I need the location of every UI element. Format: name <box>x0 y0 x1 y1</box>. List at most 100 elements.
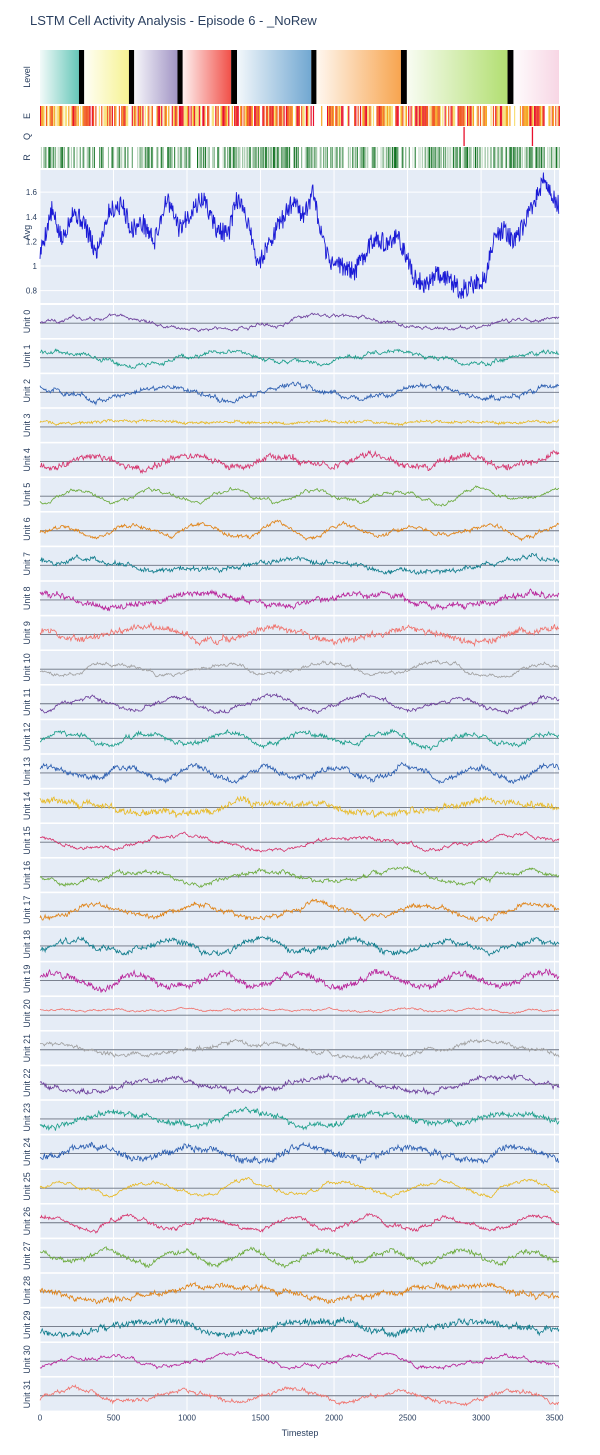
e-event-bar <box>461 106 463 126</box>
unit-panel-bg <box>40 1204 559 1238</box>
e-event-bar <box>125 106 128 126</box>
r-event-bar <box>124 147 126 168</box>
r-event-bar <box>116 147 118 168</box>
e-event-bar <box>88 106 90 126</box>
unit-line <box>39 1177 560 1199</box>
unit-panel-bg <box>40 824 559 857</box>
r-event-bar <box>57 147 59 168</box>
e-event-bar <box>199 106 202 126</box>
e-event-bar <box>423 106 425 126</box>
r-event-bar <box>101 147 103 168</box>
e-event-bar <box>179 106 182 126</box>
x-tick-label: 1500 <box>252 1414 270 1423</box>
r-event-bar <box>354 147 356 168</box>
e-event-bar <box>369 106 371 126</box>
r-event-bar <box>437 147 439 168</box>
e-event-bar <box>137 106 139 126</box>
r-event-bar <box>504 147 506 168</box>
e-event-bar <box>222 106 224 126</box>
r-event-bar <box>276 147 278 168</box>
level-separator <box>177 50 183 104</box>
e-event-bar <box>529 106 531 126</box>
unit-line <box>39 795 560 819</box>
e-event-bar <box>506 106 509 126</box>
e-event-bar <box>265 106 268 126</box>
r-event-bar <box>202 147 204 168</box>
r-event-bar <box>47 147 50 168</box>
x-tick-label: 0 <box>38 1414 43 1423</box>
r-event-bar <box>170 147 172 168</box>
r-event-bar <box>49 147 51 168</box>
level-separator <box>128 50 135 104</box>
r-event-bar <box>234 147 236 168</box>
e-event-bar <box>543 106 545 126</box>
r-event-bar <box>314 147 316 168</box>
unit-line <box>39 1384 560 1407</box>
e-event-bar <box>539 106 542 126</box>
e-event-bar <box>151 106 153 126</box>
r-event-bar <box>259 147 261 168</box>
r-event-bar <box>107 147 110 168</box>
r-event-bar <box>480 147 482 168</box>
e-event-bar <box>178 106 180 126</box>
r-event-bar <box>397 147 399 168</box>
unit-label: Unit 7 <box>22 552 32 576</box>
r-event-bar <box>390 147 392 168</box>
e-event-bar <box>364 106 366 126</box>
e-event-bar <box>247 106 249 126</box>
e-event-bar <box>221 106 223 126</box>
e-event-bar <box>410 106 412 126</box>
e-event-bar <box>305 106 308 126</box>
r-event-bar <box>45 147 47 168</box>
e-event-bar <box>276 106 278 126</box>
r-event-bar <box>510 147 512 168</box>
unit-label: Unit 24 <box>22 1138 32 1167</box>
r-event-bar <box>553 147 555 168</box>
e-event-bar <box>366 106 369 126</box>
r-event-bar <box>121 147 123 168</box>
level-label: Level <box>22 66 32 88</box>
r-event-bar <box>177 147 179 168</box>
r-event-bar <box>294 147 296 168</box>
r-event-bar <box>534 147 536 168</box>
e-event-bar <box>509 106 511 126</box>
r-event-bar <box>529 147 531 168</box>
e-event-bar <box>188 106 190 126</box>
e-event-bar <box>138 106 141 126</box>
r-event-bar <box>476 147 478 168</box>
e-event-bar <box>254 106 256 126</box>
unit-line <box>39 692 560 715</box>
r-event-bar <box>556 147 559 168</box>
r-event-bar <box>243 147 245 168</box>
r-event-bar <box>402 147 404 168</box>
level-segment <box>40 50 79 104</box>
unit-panel-bg <box>40 1170 559 1203</box>
e-event-bar <box>59 106 62 126</box>
e-event-bar <box>495 106 497 126</box>
e-event-bar <box>429 106 431 126</box>
r-event-bar <box>249 147 252 168</box>
unit-panel-bg <box>40 858 559 892</box>
avg-y-tick: 1.6 <box>26 188 38 197</box>
r-event-bar <box>168 147 170 168</box>
r-event-bar <box>336 147 338 168</box>
e-event-bar <box>124 106 126 126</box>
e-event-bar <box>49 106 51 126</box>
r-event-bar <box>339 147 342 168</box>
r-event-bar <box>217 147 219 168</box>
r-event-bar <box>50 147 52 168</box>
unit-line <box>39 449 560 475</box>
e-event-bar <box>541 106 543 126</box>
e-event-bar <box>391 106 393 126</box>
e-event-bar <box>287 106 289 126</box>
r-event-bar <box>111 147 113 168</box>
e-event-bar <box>306 106 309 126</box>
e-event-bar <box>267 106 269 126</box>
r-event-bar <box>405 147 407 168</box>
e-event-bar <box>147 106 149 126</box>
unit-label: Unit 15 <box>22 826 32 855</box>
e-event-bar <box>196 106 198 126</box>
e-event-bar <box>56 106 58 126</box>
r-event-bar <box>539 147 541 168</box>
e-event-bar <box>357 106 359 126</box>
